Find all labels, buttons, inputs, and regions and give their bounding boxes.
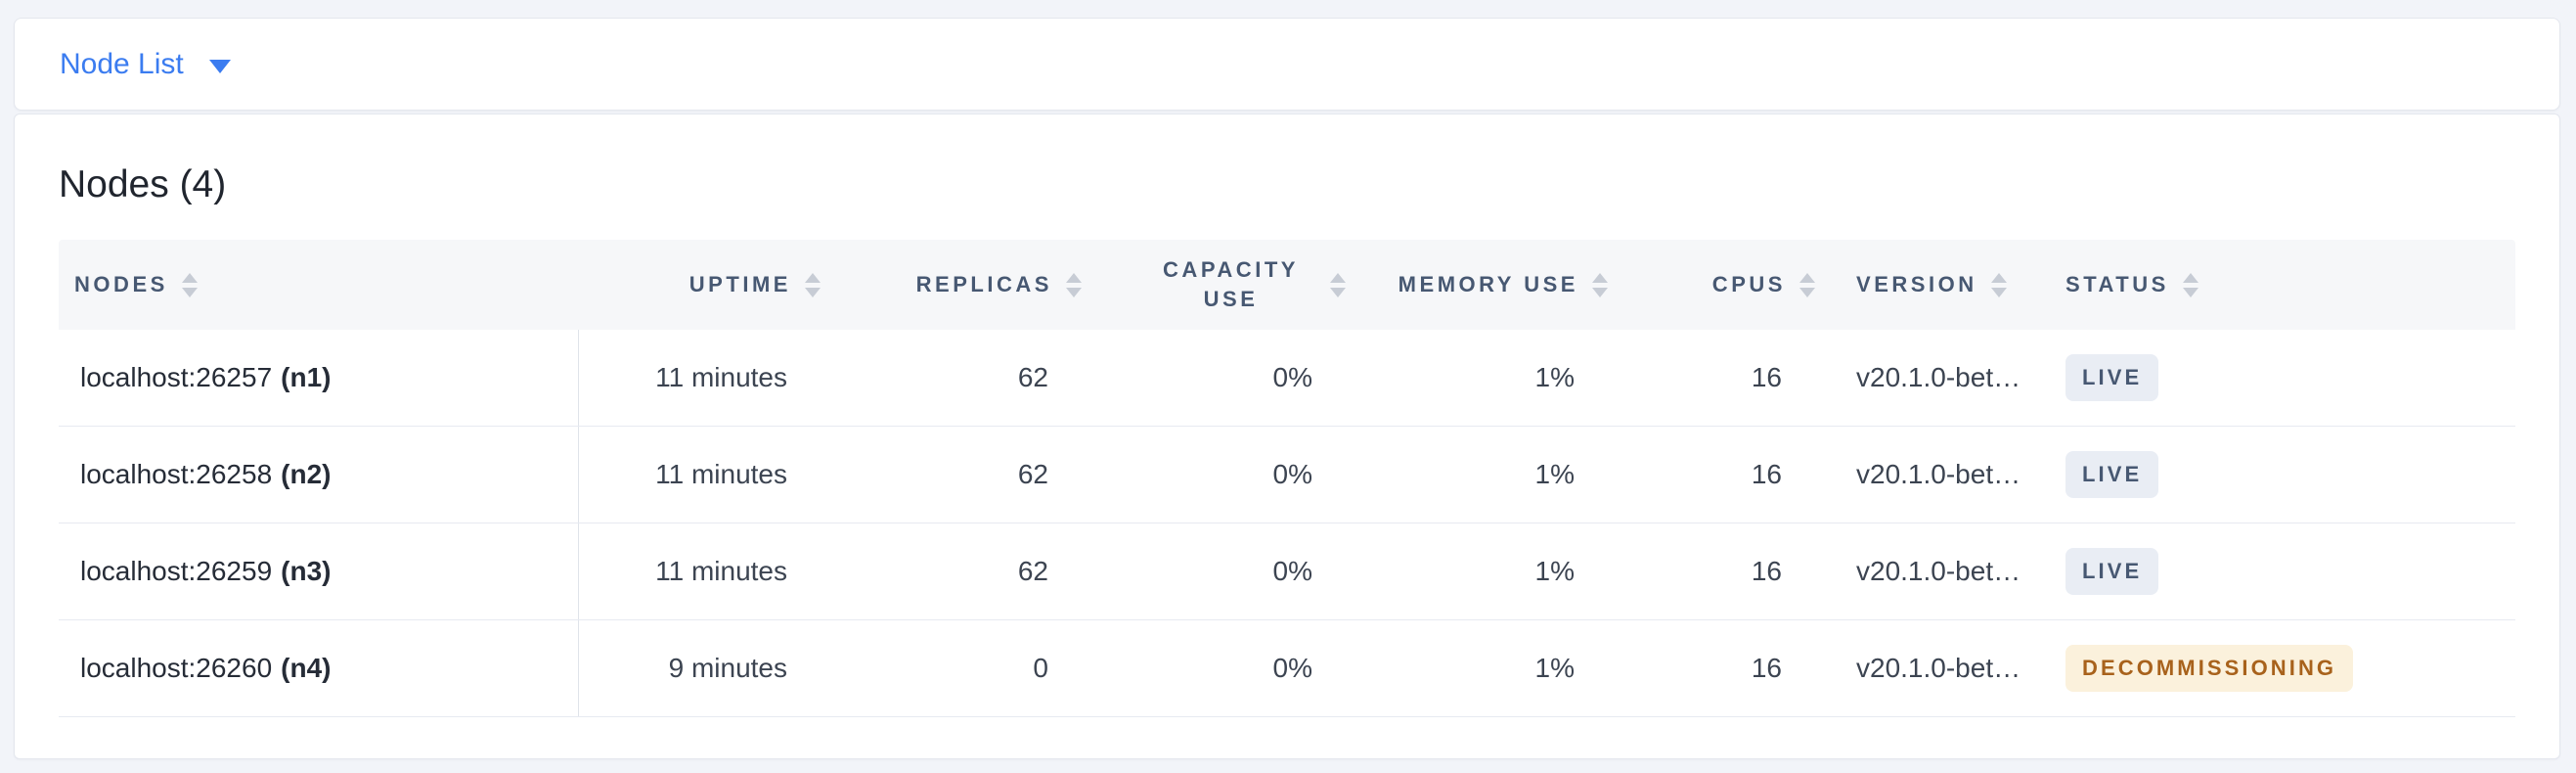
status-cell: LIVE [2054,427,2515,523]
uptime-cell: 11 minutes [655,362,787,392]
status-cell: LIVE [2054,523,2515,619]
status-cell: LIVE [2054,330,2515,426]
status-badge: LIVE [2065,548,2159,595]
node-address-link[interactable]: localhost:26257 [80,362,273,392]
uptime-cell: 11 minutes [655,459,787,489]
version-cell: v20.1.0-bet… [1821,330,2054,426]
version-text: v20.1.0-bet… [1856,459,2021,489]
column-header-label: NODES [74,272,168,296]
cpus-cell: 16 [1751,556,1782,586]
cpus-cell: 16 [1751,459,1782,489]
chevron-down-icon [208,59,231,73]
column-header-capacity-use[interactable]: CAPACITY USE [1088,240,1352,330]
column-header-memory-use[interactable]: MEMORY USE [1352,240,1614,330]
node-address-link[interactable]: localhost:26259 [80,556,273,586]
sort-icon [181,272,198,297]
capacity-use-cell: 0% [1272,459,1312,489]
replicas-cell: 62 [1017,459,1048,489]
node-address-cell[interactable]: localhost:26257 (n1) [59,330,579,426]
view-selector-bar: Node List [14,18,2560,111]
node-address-link[interactable]: localhost:26260 [80,653,273,683]
column-header-label: MEMORY USE [1398,272,1578,296]
table-row: localhost:26257 (n1) 11 minutes 62 0% 1%… [59,330,2515,427]
cpus-cell: 16 [1751,653,1782,683]
node-id: (n2) [281,459,332,489]
version-text: v20.1.0-bet… [1856,653,2021,683]
sort-icon [2182,272,2198,297]
status-badge: DECOMMISSIONING [2065,645,2354,692]
status-badge: LIVE [2065,451,2159,498]
nodes-panel: Nodes (4) NODES UPTIME REPLICAS CAPACITY… [14,114,2560,759]
status-badge: LIVE [2065,354,2159,401]
version-text: v20.1.0-bet… [1856,556,2021,586]
table-row: localhost:26260 (n4) 9 minutes 0 0% 1% 1… [59,620,2515,717]
node-id: (n1) [281,362,332,392]
column-header-cpus[interactable]: CPUS [1614,240,1821,330]
sort-icon [1799,272,1815,297]
view-dropdown[interactable]: Node List [60,48,231,81]
column-header-status[interactable]: STATUS [2054,240,2515,330]
sort-icon [1990,272,2007,297]
version-cell: v20.1.0-bet… [1821,523,2054,619]
sort-icon [805,272,821,297]
column-header-label: REPLICAS [915,272,1052,296]
memory-use-cell: 1% [1534,653,1575,683]
nodes-table: NODES UPTIME REPLICAS CAPACITY USE MEMOR… [59,240,2515,717]
table-row: localhost:26259 (n3) 11 minutes 62 0% 1%… [59,523,2515,620]
version-cell: v20.1.0-bet… [1821,427,2054,523]
capacity-use-cell: 0% [1272,653,1312,683]
replicas-cell: 62 [1017,556,1048,586]
capacity-use-cell: 0% [1272,556,1312,586]
memory-use-cell: 1% [1534,459,1575,489]
capacity-use-cell: 0% [1272,362,1312,392]
sort-icon [1592,272,1608,297]
column-header-label: STATUS [2065,272,2169,296]
memory-use-cell: 1% [1534,556,1575,586]
column-header-label: UPTIME [688,272,791,296]
column-header-label: CAPACITY USE [1163,257,1299,311]
page-title: Nodes (4) [59,163,227,205]
table-header-row: NODES UPTIME REPLICAS CAPACITY USE MEMOR… [59,240,2515,330]
view-dropdown-label: Node List [60,47,184,80]
node-id: (n3) [281,556,332,586]
sort-icon [1066,272,1082,297]
cpus-cell: 16 [1751,362,1782,392]
version-text: v20.1.0-bet… [1856,362,2021,392]
table-row: localhost:26258 (n2) 11 minutes 62 0% 1%… [59,427,2515,523]
node-address-cell[interactable]: localhost:26259 (n3) [59,523,579,619]
replicas-cell: 62 [1017,362,1048,392]
node-id: (n4) [281,653,332,683]
replicas-cell: 0 [1033,653,1048,683]
node-address-link[interactable]: localhost:26258 [80,459,273,489]
version-cell: v20.1.0-bet… [1821,620,2054,716]
uptime-cell: 11 minutes [655,556,787,586]
column-header-label: VERSION [1856,272,1977,296]
column-header-nodes[interactable]: NODES [59,240,579,330]
node-address-cell[interactable]: localhost:26258 (n2) [59,427,579,523]
column-header-uptime[interactable]: UPTIME [579,240,826,330]
uptime-cell: 9 minutes [668,653,787,683]
status-cell: DECOMMISSIONING [2054,620,2515,716]
sort-icon [1330,272,1346,297]
column-header-version[interactable]: VERSION [1821,240,2054,330]
column-header-label: CPUS [1711,272,1786,296]
memory-use-cell: 1% [1534,362,1575,392]
column-header-replicas[interactable]: REPLICAS [826,240,1088,330]
node-address-cell[interactable]: localhost:26260 (n4) [59,620,579,716]
